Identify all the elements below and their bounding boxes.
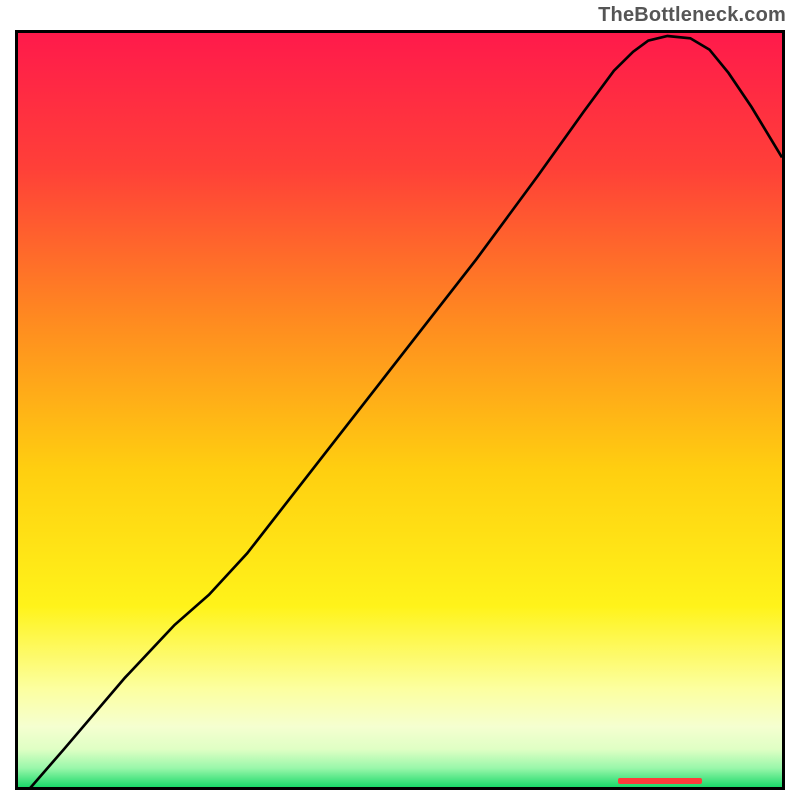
bottleneck-curve-layer [18, 33, 782, 787]
chart-plot-area [15, 30, 785, 790]
bottleneck-curve [18, 36, 782, 787]
attribution-watermark: TheBottleneck.com [598, 4, 786, 27]
optimum-marker [618, 778, 702, 784]
